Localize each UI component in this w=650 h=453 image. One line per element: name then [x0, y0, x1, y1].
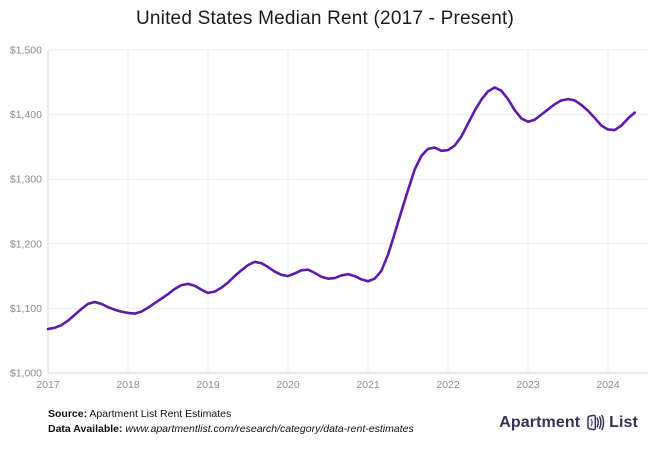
source-label: Source:	[48, 408, 88, 420]
x-axis-tick-label: 2024	[596, 379, 620, 391]
logo-word-apartment: Apartment	[499, 413, 581, 431]
y-axis-tick-label: $1,100	[10, 303, 42, 315]
data-available-url[interactable]: www.apartmentlist.com/research/category/…	[122, 422, 414, 435]
source-text: Apartment List Rent Estimates	[87, 408, 232, 420]
x-axis-tick-label: 2018	[116, 379, 140, 391]
data-available-line: Data Available: www.apartmentlist.com/re…	[48, 422, 414, 437]
chart-footnote: Source: Apartment List Rent Estimates Da…	[48, 407, 414, 436]
chart-title: United States Median Rent (2017 - Presen…	[135, 8, 515, 29]
data-available-label: Data Available:	[48, 422, 123, 435]
apartment-list-door-icon	[584, 412, 605, 433]
x-axis-tick-label: 2019	[196, 379, 220, 391]
median-rent-line	[46, 86, 636, 331]
y-axis-tick-label: $1,400	[10, 109, 42, 121]
x-axis-tick-label: 2023	[516, 379, 540, 391]
y-axis-tick-label: $1,200	[10, 238, 42, 250]
logo-word-list: List	[609, 413, 638, 431]
x-axis-tick-label: 2021	[356, 379, 380, 391]
rent-line-chart: $1,000 $1,100 $1,200 $1,300 $1,400 $1,500 2017…	[10, 45, 648, 391]
y-axis-tick-label: $1,500	[10, 45, 42, 57]
x-axis-tick-label: 2022	[436, 379, 460, 391]
apartment-list-logo: Apartment List	[499, 412, 638, 433]
x-axis-tick-label: 2020	[276, 379, 300, 391]
y-axis-tick-label: $1,300	[10, 174, 42, 186]
x-axis-tick-label: 2017	[36, 379, 60, 391]
source-line: Source: Apartment List Rent Estimates	[48, 407, 414, 422]
y-axis-tick-label: $1,000	[10, 368, 42, 380]
